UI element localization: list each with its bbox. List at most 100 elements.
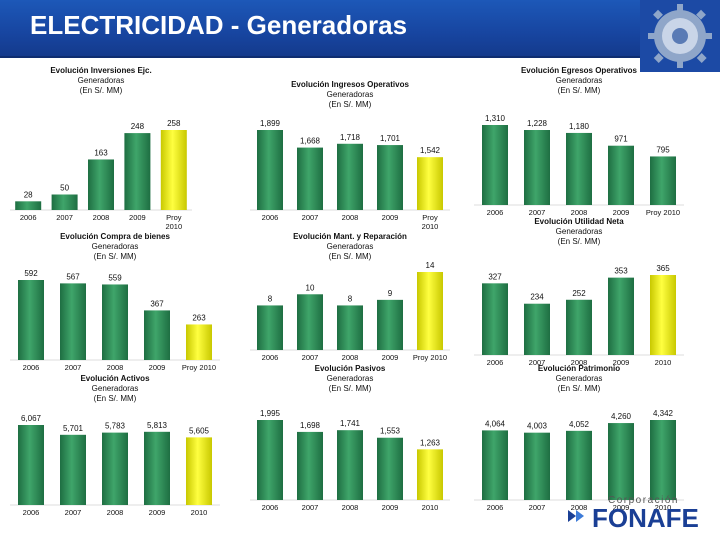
- chart-plot: 6,067 2006 5,701 2007 5,783 2008 5,813 2009 5,60…: [10, 414, 220, 517]
- data-label: 1,263: [420, 438, 441, 447]
- tick-label: Proy 2010: [413, 353, 447, 362]
- tick-label: 2006: [487, 358, 504, 367]
- data-label: 263: [192, 313, 206, 322]
- data-label: 327: [488, 272, 502, 281]
- chart-subtitle: Generadoras: [77, 76, 125, 85]
- bar-0: [482, 125, 508, 205]
- chart-title-block: Evolución Pasivos Generadoras (En S/. MM): [250, 364, 450, 394]
- tick-label: 2007: [529, 503, 546, 512]
- tick-label: 2009: [382, 213, 399, 222]
- bar-1: [51, 194, 78, 210]
- data-label: 8: [268, 294, 273, 303]
- bar-3: [608, 145, 634, 205]
- chart-title: Evolución Compra de bienes: [60, 232, 170, 241]
- chart-title-block: Evolución Mant. y Reparación Generadoras(…: [250, 232, 450, 262]
- bar-0: [257, 305, 283, 350]
- data-label: 4,260: [611, 412, 632, 421]
- chart-title-block: Evolución Inversiones Ejc. Generadoras (En…: [10, 66, 192, 96]
- bar-2: [337, 430, 363, 500]
- tick-label: 2010: [422, 222, 439, 231]
- chart-subtitle: Generadoras: [555, 76, 603, 85]
- tick-label: 2009: [382, 353, 399, 362]
- bar-3: [144, 310, 170, 360]
- data-label: 353: [614, 267, 628, 276]
- chart-utilidad: Evolución Utilidad Neta Generadoras (En S/…: [474, 215, 684, 377]
- chart-title-block: Evolución Egresos Operativos Generadoras(…: [474, 66, 684, 96]
- chart-egresos: Evolución Egresos Operativos Generadoras(…: [474, 64, 684, 227]
- chart-title: Evolución Pasivos: [314, 364, 386, 373]
- tick-label: 2006: [262, 503, 279, 512]
- chart-title: Evolución Ingresos Operativos: [291, 80, 409, 89]
- data-label: 28: [24, 190, 33, 199]
- data-label: 8: [348, 294, 353, 303]
- bar-3: [124, 133, 151, 210]
- chart-pasivos: Evolución Pasivos Generadoras (En S/. MM) 1…: [250, 362, 450, 522]
- tick-label: 2008: [342, 503, 359, 512]
- data-label: 365: [656, 264, 670, 273]
- chart-title-block: Evolución Patrimonio Generadoras (En S/. M…: [474, 364, 684, 394]
- data-label: 1,701: [380, 134, 401, 143]
- data-label: 1,741: [340, 419, 361, 428]
- chart-unit: (En S/. MM): [557, 86, 601, 95]
- bar-4: [650, 275, 676, 355]
- bar-1: [297, 431, 323, 500]
- tick-label: 2006: [23, 363, 40, 372]
- chart-title-block: Evolución Utilidad Neta Generadoras (En S/…: [474, 217, 684, 247]
- data-label: 1,228: [527, 119, 548, 128]
- bar-2: [102, 284, 128, 360]
- data-label: 4,342: [653, 409, 674, 418]
- chart-subtitle: Generadoras: [326, 374, 374, 383]
- data-label: 1,542: [420, 146, 441, 155]
- header-bar: ELECTRICIDAD - Generadoras: [0, 0, 720, 58]
- bar-0: [15, 201, 42, 210]
- data-label: 1,180: [569, 122, 590, 131]
- tick-label: 2008: [571, 503, 588, 512]
- chart-subtitle: Generadoras: [555, 227, 603, 236]
- data-label: 258: [167, 119, 181, 128]
- chart-title-block: Evolución Ingresos Operativos Generadoras…: [250, 80, 450, 110]
- chart-plot: 8 2006 10 2007 8 2008 9 2009 14 Proy 2010: [250, 261, 450, 362]
- chart-unit: (En S/. MM): [557, 237, 601, 246]
- data-label: 559: [108, 273, 122, 282]
- tick-label: 2007: [65, 363, 82, 372]
- chart-title: Evolución Mant. y Reparación: [293, 232, 407, 241]
- fonafe-arrow-icon: [568, 510, 584, 522]
- tick-label: 2007: [529, 208, 546, 217]
- bar-2: [88, 159, 114, 210]
- bar-1: [524, 303, 550, 355]
- tick-label: 2006: [262, 213, 279, 222]
- corporacion-label: Corporación: [608, 495, 679, 506]
- data-label: 5,813: [147, 421, 168, 430]
- chart-ingresos: Evolución Ingresos Operativos Generadoras…: [250, 78, 450, 232]
- data-label: 1,698: [300, 421, 321, 430]
- data-label: 5,701: [63, 424, 84, 433]
- chart-title: Evolución Activos: [80, 374, 150, 383]
- chart-title: Evolución Patrimonio: [537, 364, 621, 373]
- data-label: 9: [388, 289, 393, 298]
- tick-label: 2010: [655, 358, 672, 367]
- tick-label: 2006: [487, 503, 504, 512]
- tick-label: 2008: [571, 208, 588, 217]
- data-label: 248: [131, 122, 145, 131]
- tick-label: 2009: [382, 503, 399, 512]
- bar-4: [417, 449, 443, 500]
- page-title: ELECTRICIDAD - Generadoras: [30, 10, 408, 40]
- data-label: 10: [306, 283, 315, 292]
- tick-label: 2010: [655, 503, 672, 512]
- chart-unit: (En S/. MM): [328, 100, 372, 109]
- bar-2: [337, 305, 363, 350]
- chart-unit: (En S/. MM): [328, 384, 372, 393]
- tick-label: 2008: [107, 508, 124, 517]
- tick-label: 2009: [613, 503, 630, 512]
- tick-label: 2010: [165, 222, 182, 231]
- chart-subtitle: Generadoras: [326, 242, 374, 251]
- data-label: 1,553: [380, 427, 401, 436]
- tick-label: 2008: [342, 213, 359, 222]
- bar-1: [524, 130, 550, 205]
- bar-1: [60, 283, 86, 360]
- data-label: 5,605: [189, 426, 210, 435]
- tick-label: 2008: [342, 353, 359, 362]
- data-label: 4,064: [485, 419, 506, 428]
- tick-label: 2006: [20, 213, 37, 222]
